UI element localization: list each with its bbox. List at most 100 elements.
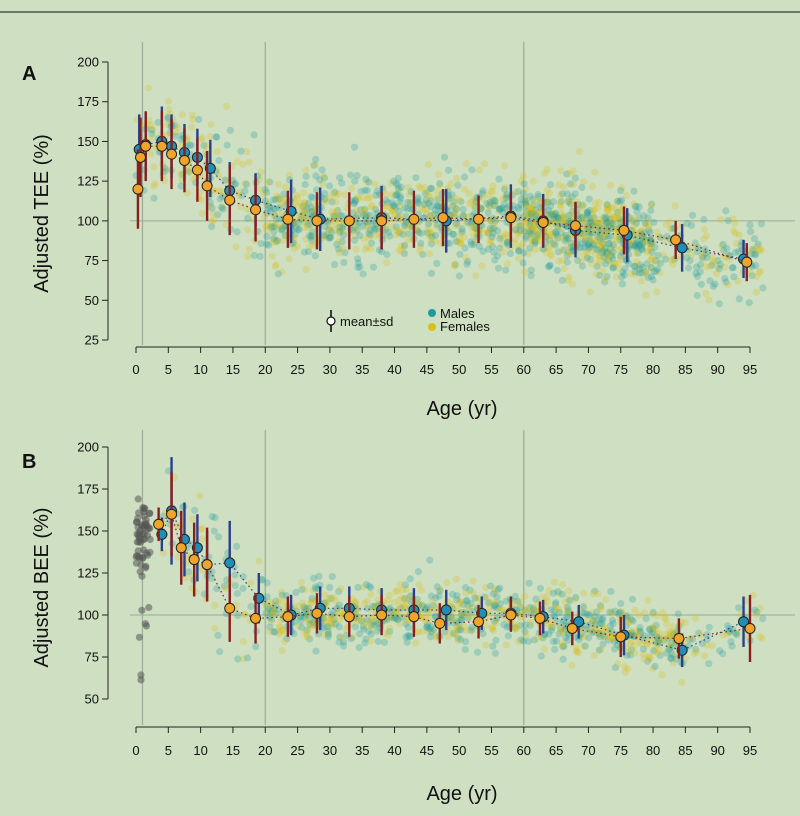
scatter-point xyxy=(589,220,597,228)
scatter-point xyxy=(759,615,767,623)
female-mean-marker xyxy=(188,554,200,566)
scatter-point xyxy=(237,147,245,155)
infant-point xyxy=(134,514,142,523)
x-tick-label: 35 xyxy=(355,743,369,758)
scatter-point xyxy=(172,128,180,136)
scatter-point xyxy=(172,522,180,530)
scatter-point xyxy=(310,206,318,214)
scatter-point xyxy=(468,166,476,174)
scatter-point xyxy=(520,217,528,226)
scatter-point xyxy=(521,193,529,201)
scatter-point xyxy=(519,259,527,267)
scatter-point xyxy=(583,224,591,232)
scatter-point xyxy=(513,624,521,632)
scatter-point xyxy=(269,235,278,243)
scatter-point xyxy=(651,662,659,671)
scatter-point xyxy=(324,226,332,234)
scatter-point xyxy=(674,610,682,618)
scatter-point xyxy=(711,280,719,288)
scatter-point xyxy=(581,237,590,245)
scatter-point xyxy=(529,204,537,213)
scatter-point xyxy=(297,199,305,207)
scatter-point xyxy=(637,245,646,253)
scatter-point xyxy=(332,213,341,221)
scatter-point xyxy=(365,178,373,186)
scatter-point xyxy=(390,202,398,210)
scatter-point xyxy=(579,230,587,238)
scatter-point xyxy=(206,202,214,210)
scatter-point xyxy=(644,214,652,222)
scatter-point xyxy=(274,180,282,188)
scatter-point xyxy=(604,218,612,226)
scatter-point xyxy=(326,233,334,241)
female-mean-marker xyxy=(473,213,485,225)
scatter-point xyxy=(420,206,428,214)
scatter-point xyxy=(395,186,403,194)
scatter-point xyxy=(424,160,432,168)
scatter-point xyxy=(471,238,479,246)
infant-point xyxy=(142,516,150,524)
scatter-point xyxy=(557,246,566,254)
scatter-point xyxy=(532,235,541,243)
scatter-point xyxy=(449,202,457,210)
scatter-point xyxy=(538,593,547,601)
scatter-point xyxy=(469,577,477,585)
scatter-point xyxy=(609,264,617,272)
scatter-point xyxy=(470,240,478,248)
scatter-point xyxy=(401,220,410,228)
scatter-point xyxy=(648,610,657,618)
scatter-point xyxy=(645,220,653,229)
scatter-point xyxy=(362,217,370,225)
scatter-point xyxy=(708,642,716,650)
scatter-point xyxy=(728,642,736,650)
scatter-point xyxy=(449,230,457,239)
scatter-point xyxy=(486,200,494,208)
scatter-point xyxy=(291,230,299,238)
scatter-point xyxy=(303,223,312,231)
scatter-point xyxy=(612,273,620,281)
scatter-point xyxy=(502,204,510,212)
scatter-point xyxy=(451,209,459,218)
x-tick-label: 5 xyxy=(165,362,172,377)
scatter-point xyxy=(517,177,525,185)
scatter-point xyxy=(550,215,558,223)
scatter-point xyxy=(640,212,648,220)
scatter-point xyxy=(567,214,575,222)
infant-point xyxy=(132,553,140,561)
scatter-point xyxy=(646,240,654,248)
panel-b-letter: B xyxy=(22,451,36,473)
scatter-point xyxy=(279,237,287,245)
scatter-point xyxy=(361,209,369,217)
scatter-point xyxy=(609,220,617,228)
scatter-point xyxy=(596,254,604,262)
x-tick-label: 50 xyxy=(452,743,466,758)
scatter-point xyxy=(499,248,507,256)
scatter-point xyxy=(294,225,302,233)
scatter-point xyxy=(330,189,338,198)
scatter-point xyxy=(644,223,652,231)
scatter-point xyxy=(244,252,252,260)
scatter-point xyxy=(647,241,655,249)
scatter-point xyxy=(461,185,469,193)
scatter-point xyxy=(630,187,638,195)
scatter-point xyxy=(478,189,487,197)
scatter-point xyxy=(183,135,192,143)
scatter-point xyxy=(702,249,710,257)
scatter-point xyxy=(641,222,649,230)
scatter-point xyxy=(351,198,359,207)
scatter-point xyxy=(461,646,469,654)
scatter-point xyxy=(449,230,458,238)
scatter-point xyxy=(491,601,499,609)
scatter-point xyxy=(601,233,609,241)
scatter-point xyxy=(528,226,536,234)
scatter-point xyxy=(569,180,578,188)
y-tick-label: 100 xyxy=(77,213,99,228)
scatter-point xyxy=(365,226,373,234)
scatter-point xyxy=(651,257,659,265)
scatter-point xyxy=(757,220,766,228)
scatter-point xyxy=(648,240,656,248)
scatter-point xyxy=(414,568,422,576)
scatter-point xyxy=(495,175,503,183)
scatter-point xyxy=(600,253,608,261)
scatter-point xyxy=(654,265,662,273)
